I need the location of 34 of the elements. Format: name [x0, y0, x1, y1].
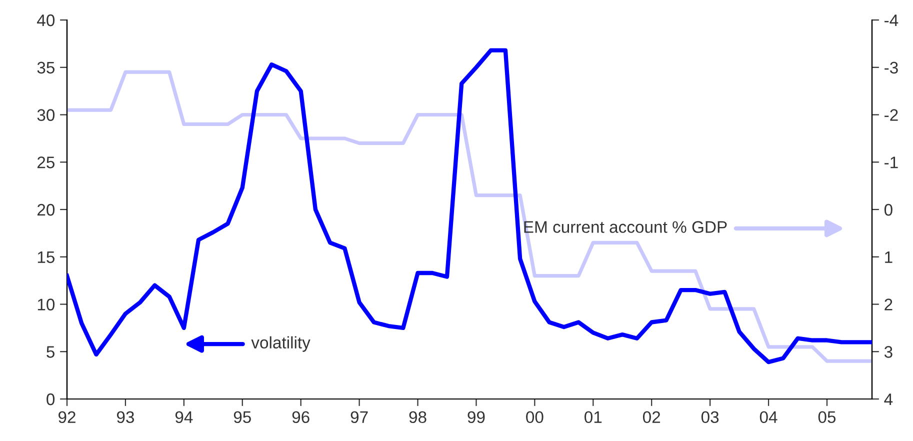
- y-tick-label: 15: [38, 251, 54, 264]
- y2-tick-label: 0: [884, 204, 892, 216]
- x-tick-label: 02: [642, 411, 660, 424]
- x-tick-label: 01: [584, 411, 602, 424]
- x-tick-label: 03: [701, 411, 719, 424]
- y-tick-label: 30: [37, 109, 55, 121]
- y2-tick-label: -4: [884, 14, 898, 26]
- x-tick-label: 98: [409, 411, 426, 424]
- y2-tick-label: 3: [884, 346, 892, 358]
- y2-tick-label: 2: [884, 298, 892, 310]
- x-tick-label: 04: [760, 411, 778, 424]
- x-tick-label: 94: [175, 411, 193, 424]
- y2-tick-label: -1: [884, 156, 898, 168]
- legend-label: volatility: [251, 336, 310, 352]
- y-tick-label: 0: [46, 393, 55, 406]
- y2-tick-label: 4: [884, 394, 893, 406]
- y2-tick-label: 1: [885, 251, 892, 263]
- y2-tick-label: -2: [884, 109, 898, 121]
- x-tick-label: 97: [350, 411, 368, 424]
- x-tick-label: 00: [526, 411, 544, 424]
- x-tick-label: 96: [292, 411, 310, 424]
- x-tick-label: 92: [58, 411, 76, 424]
- y-tick-label: 25: [37, 156, 54, 168]
- y-tick-label: 40: [37, 14, 55, 26]
- y-tick-label: 10: [38, 298, 55, 310]
- y-tick-label: 20: [37, 204, 55, 216]
- x-tick-label: 95: [234, 411, 251, 424]
- x-tick-label: 05: [818, 411, 836, 424]
- x-tick-label: 93: [116, 411, 134, 424]
- y-tick-label: 35: [37, 62, 54, 74]
- x-tick-label: 99: [468, 411, 485, 424]
- y-tick-label: 5: [46, 346, 54, 358]
- series-label: EM current account % GDP: [524, 221, 727, 233]
- y2-tick-label: -3: [884, 62, 898, 74]
